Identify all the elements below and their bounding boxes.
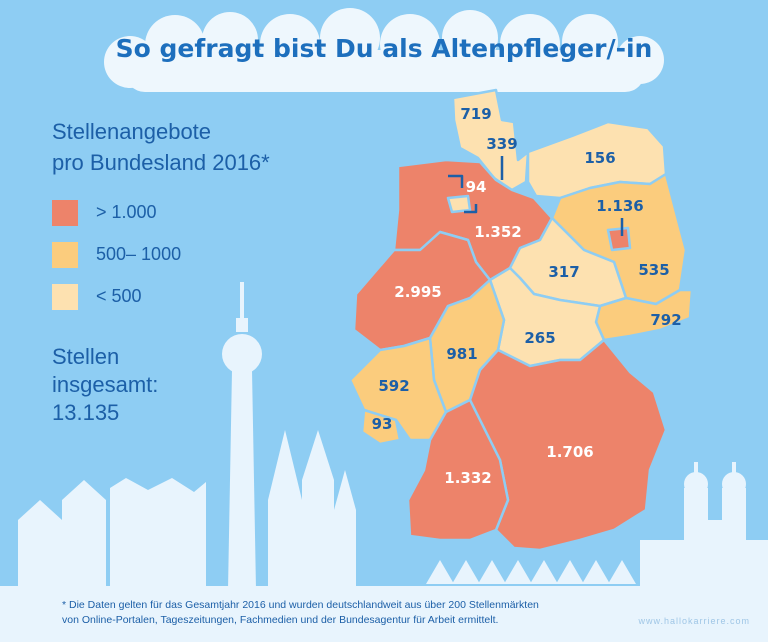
legend-swatch-mid — [52, 242, 78, 268]
hamburg-callout — [448, 156, 504, 214]
state-label-berlin: 1.136 — [596, 197, 644, 215]
legend-label-high: > 1.000 — [96, 202, 157, 222]
state-label-hessen: 981 — [446, 345, 478, 363]
title-cloud — [104, 8, 664, 92]
state-label-bremen: 94 — [465, 178, 487, 196]
legend-label-low: < 500 — [96, 286, 142, 306]
state-label-nordrhein-westfalen: 2.995 — [394, 283, 442, 301]
legend-title-line2: pro Bundesland 2016* — [52, 150, 270, 175]
footnote: * Die Daten gelten für das Gesamtjahr 20… — [62, 598, 539, 628]
state-label-bayern: 1.706 — [546, 443, 594, 461]
state-label-hamburg: 339 — [486, 135, 518, 153]
state-baden-wuerttemberg — [406, 398, 510, 542]
germany-map — [348, 88, 694, 552]
state-label-schleswig-holstein: 719 — [460, 105, 492, 123]
state-label-baden-wuerttemberg: 1.332 — [444, 469, 492, 487]
footnote-line2: von Online-Portalen, Tageszeitungen, Fac… — [62, 614, 499, 626]
footnote-line1: * Die Daten gelten für das Gesamtjahr 20… — [62, 599, 539, 611]
state-saarland — [360, 408, 402, 446]
state-label-sachsen: 792 — [650, 311, 682, 329]
total-label-line1: Stellen — [52, 344, 120, 369]
credit-url[interactable]: www.hallokarriere.com — [638, 616, 750, 626]
state-label-mecklenburg-vorpommern: 156 — [584, 149, 616, 167]
state-label-rheinland-pfalz: 592 — [378, 377, 410, 395]
state-berlin — [606, 226, 632, 252]
state-label-niedersachsen: 1.352 — [474, 223, 522, 241]
legend-swatch-low — [52, 284, 78, 310]
page-title: So gefragt bist Du als Altenpfleger/-in — [115, 34, 653, 63]
total-label: Stellen insgesamt: — [52, 343, 158, 399]
legend-label-mid: 500– 1000 — [96, 244, 182, 264]
state-label-brandenburg: 535 — [638, 261, 670, 279]
legend-title: Stellenangebote pro Bundesland 2016* — [52, 116, 270, 178]
total-value: 13.135 — [52, 400, 120, 425]
state-bremen — [446, 194, 472, 214]
state-schleswig-holstein — [451, 88, 530, 192]
state-label-thueringen: 265 — [524, 329, 556, 347]
legend-swatch-high — [52, 200, 78, 226]
total-label-line2: insgesamt: — [52, 372, 159, 397]
state-label-saarland: 93 — [371, 415, 393, 433]
city-skyline — [0, 282, 768, 642]
legend-title-line1: Stellenangebote — [52, 119, 212, 144]
state-label-sachsen-anhalt: 317 — [548, 263, 580, 281]
